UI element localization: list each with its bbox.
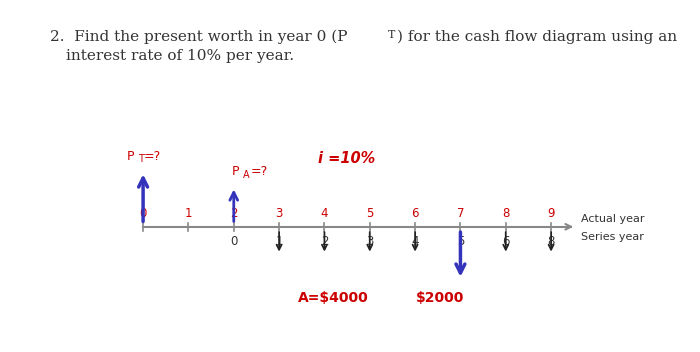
- Text: 4: 4: [321, 207, 328, 220]
- Text: $2000: $2000: [416, 291, 464, 305]
- Text: 6: 6: [502, 235, 510, 249]
- Text: 7: 7: [456, 207, 464, 220]
- Text: 3: 3: [366, 235, 374, 249]
- Text: =?: =?: [144, 150, 161, 163]
- Text: 1: 1: [275, 235, 283, 249]
- Text: A: A: [244, 170, 250, 180]
- Text: 0: 0: [230, 235, 237, 249]
- Text: T: T: [388, 30, 395, 40]
- Text: 2.  Find the present worth in year 0 (P: 2. Find the present worth in year 0 (P: [50, 30, 347, 44]
- Text: 8: 8: [547, 235, 555, 249]
- Text: 5: 5: [366, 207, 374, 220]
- Text: 5: 5: [456, 235, 464, 249]
- Text: ) for the cash flow diagram using an: ) for the cash flow diagram using an: [397, 30, 677, 44]
- Text: =?: =?: [251, 165, 268, 178]
- Text: 9: 9: [547, 207, 555, 220]
- Text: 4: 4: [412, 235, 419, 249]
- Text: 8: 8: [502, 207, 510, 220]
- Text: 3: 3: [275, 207, 283, 220]
- Text: Actual year: Actual year: [580, 214, 644, 224]
- Text: A=$4000: A=$4000: [298, 291, 369, 305]
- Text: 2: 2: [230, 207, 237, 220]
- Text: 1: 1: [185, 207, 193, 220]
- Text: Series year: Series year: [580, 232, 643, 242]
- Text: 6: 6: [412, 207, 419, 220]
- Text: P: P: [232, 165, 239, 178]
- Text: 2: 2: [321, 235, 328, 249]
- Text: interest rate of 10% per year.: interest rate of 10% per year.: [66, 49, 294, 63]
- Text: 0: 0: [139, 207, 147, 220]
- Text: i =10%: i =10%: [318, 151, 376, 166]
- Text: P: P: [127, 150, 134, 163]
- Text: T: T: [138, 155, 144, 164]
